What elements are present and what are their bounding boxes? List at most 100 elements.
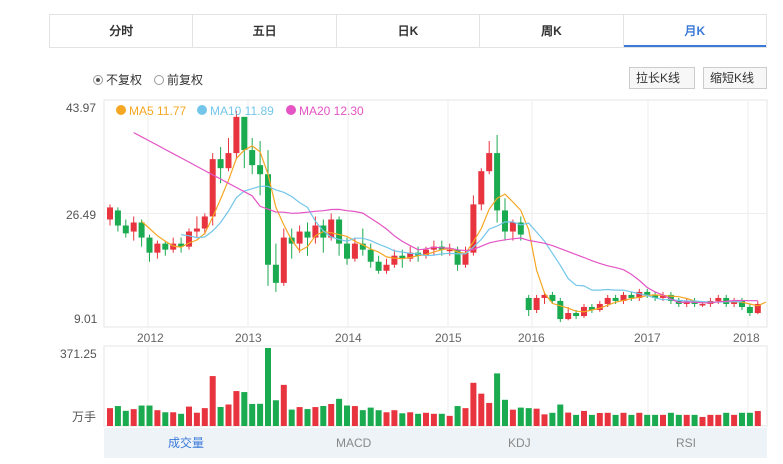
candle	[375, 261, 382, 271]
volume-bar	[423, 412, 429, 426]
tab-daily-k[interactable]: 日K	[337, 15, 481, 47]
ma20-line	[133, 132, 758, 304]
candle	[193, 228, 200, 232]
indicator-tab-macd[interactable]: MACD	[336, 436, 372, 450]
volume-bar	[320, 406, 327, 426]
candle	[423, 249, 429, 256]
candle	[328, 219, 335, 238]
volume-bar	[399, 413, 406, 426]
tab-intraday[interactable]: 分时	[50, 15, 194, 47]
volume-bar	[146, 405, 153, 426]
volume-bar	[462, 408, 469, 426]
price-tick-top: 43.97	[66, 101, 96, 115]
candle	[359, 243, 366, 250]
volume-bar	[541, 414, 548, 426]
volume-bar	[154, 410, 161, 426]
indicator-bar	[104, 428, 767, 458]
candle	[644, 291, 651, 295]
tab-five-day[interactable]: 五日	[193, 15, 337, 47]
candle	[517, 222, 524, 235]
candle	[336, 219, 343, 244]
ma10-legend-label: MA10 11.89	[210, 104, 274, 118]
volume-bar	[525, 408, 532, 426]
candle	[430, 246, 437, 250]
candle	[407, 252, 414, 259]
radio-unselected-icon	[154, 74, 165, 85]
zoom-in-kline-button[interactable]: 拉长K线	[629, 67, 695, 89]
radio-unadjusted[interactable]: 不复权	[93, 71, 142, 88]
volume-bar	[549, 412, 556, 426]
candle	[667, 294, 674, 301]
volume-bar	[367, 407, 374, 426]
volume-bar	[628, 414, 635, 426]
indicator-tab-kdj[interactable]: KDJ	[508, 436, 531, 450]
volume-bar	[107, 408, 113, 426]
volume-bar	[304, 409, 311, 426]
ma10-line	[181, 185, 742, 303]
volume-bar	[454, 406, 461, 426]
candle	[186, 231, 192, 247]
candle	[509, 222, 516, 232]
candle	[494, 153, 501, 211]
volume-bar	[359, 410, 366, 426]
volume-bar	[739, 412, 745, 426]
volume-bar	[233, 391, 240, 426]
candle	[170, 243, 177, 250]
ma5-line	[141, 145, 766, 313]
candle	[604, 297, 611, 304]
volume-bar	[596, 413, 603, 426]
volume-bar	[312, 407, 319, 426]
volume-bar	[636, 412, 643, 426]
price-tick-mid: 26.49	[66, 208, 96, 222]
volume-bar	[533, 408, 540, 426]
ma20-legend-label: MA20 12.30	[299, 104, 364, 118]
volume-bar	[130, 409, 137, 426]
candle	[178, 243, 185, 247]
indicator-tab-rsi[interactable]: RSI	[676, 436, 696, 450]
radio-unadjusted-label: 不复权	[106, 73, 143, 87]
volume-bar	[296, 407, 303, 426]
candle	[636, 291, 643, 298]
candle	[130, 222, 137, 232]
candle	[739, 300, 745, 307]
tab-weekly-k[interactable]: 周K	[480, 15, 624, 47]
indicator-tab-volume[interactable]: 成交量	[168, 435, 204, 450]
candle	[478, 171, 485, 205]
volume-bar	[683, 414, 690, 426]
volume-bar	[249, 403, 256, 426]
volume-bar	[193, 412, 200, 426]
candle	[588, 306, 595, 311]
zoom-out-kline-button[interactable]: 缩短K线	[703, 67, 767, 89]
volume-bar	[660, 414, 666, 426]
volume-bar	[162, 412, 169, 426]
volume-bar	[288, 409, 295, 426]
volume-bar	[438, 413, 445, 426]
volume-bar	[691, 414, 698, 426]
volume-bar	[581, 410, 587, 426]
volume-max-label: 371.25	[60, 347, 97, 361]
ma20-legend-icon	[286, 105, 296, 115]
year-label: 2018	[733, 331, 760, 345]
volume-bar	[667, 412, 674, 426]
candle	[462, 252, 469, 265]
candle	[351, 243, 358, 259]
volume-bar	[517, 407, 524, 426]
candle	[296, 231, 303, 244]
volume-bar	[114, 406, 121, 426]
volume-bar	[565, 412, 572, 426]
volume-bar	[588, 414, 595, 426]
candle	[596, 303, 603, 311]
tab-monthly-k[interactable]: 月K	[623, 15, 767, 47]
volume-bar	[257, 403, 264, 426]
candle	[201, 216, 208, 229]
candle	[367, 249, 374, 262]
radio-forward-adjusted[interactable]: 前复权	[154, 71, 203, 88]
candle	[699, 303, 706, 306]
candle	[217, 159, 224, 169]
volume-bar	[746, 412, 753, 426]
year-label: 2014	[335, 331, 362, 345]
adjust-options: 不复权 前复权	[93, 71, 203, 88]
candle	[233, 116, 240, 154]
volume-bar	[328, 404, 335, 426]
